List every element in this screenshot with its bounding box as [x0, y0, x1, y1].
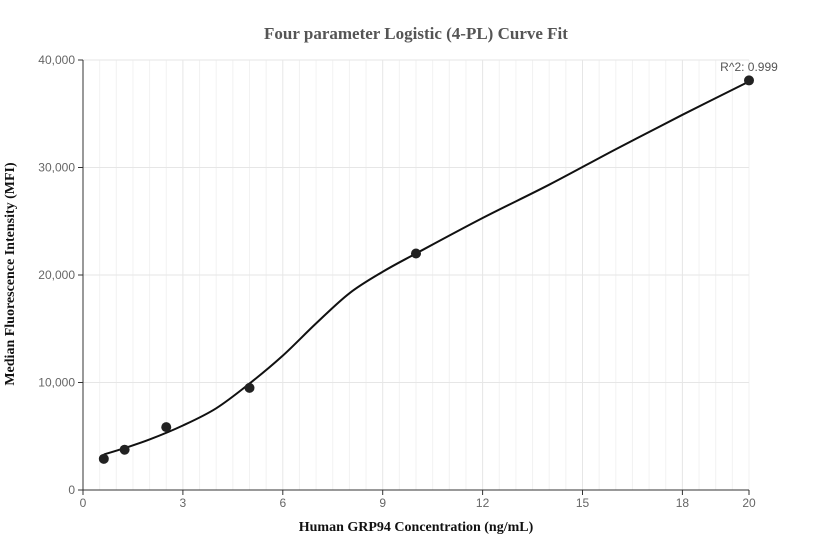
x-tick-label: 12 — [476, 496, 490, 510]
data-point — [411, 248, 421, 259]
x-axis-ticks: 0 3 6 9 12 15 18 20 — [80, 490, 756, 510]
x-tick-label: 9 — [379, 496, 386, 510]
data-point — [744, 75, 754, 86]
chart-title: Four parameter Logistic (4-PL) Curve Fit — [264, 24, 568, 43]
fit-curve — [103, 80, 750, 456]
data-point — [119, 444, 130, 455]
y-axis-ticks: 0 10,000 20,000 30,000 40,000 — [38, 53, 83, 497]
r-squared-annotation: R^2: 0.999 — [720, 60, 778, 74]
y-tick-label: 0 — [68, 483, 75, 497]
grid — [82, 59, 750, 491]
data-point — [244, 382, 255, 393]
x-tick-label: 6 — [279, 496, 286, 510]
data-point — [98, 453, 109, 464]
y-tick-label: 40,000 — [38, 53, 75, 67]
y-tick-label: 20,000 — [38, 268, 75, 282]
x-tick-label: 3 — [180, 496, 187, 510]
x-tick-label: 15 — [576, 496, 590, 510]
y-tick-label: 30,000 — [38, 161, 75, 175]
x-tick-label: 0 — [80, 496, 87, 510]
y-axis-title: Median Fluorescence Intensity (MFI) — [3, 162, 18, 386]
x-axis-title: Human GRP94 Concentration (ng/mL) — [299, 520, 534, 535]
data-point — [161, 422, 172, 433]
x-tick-label: 18 — [676, 496, 690, 510]
data-points — [98, 75, 754, 464]
y-tick-label: 10,000 — [38, 376, 75, 390]
x-tick-label: 20 — [742, 496, 756, 510]
